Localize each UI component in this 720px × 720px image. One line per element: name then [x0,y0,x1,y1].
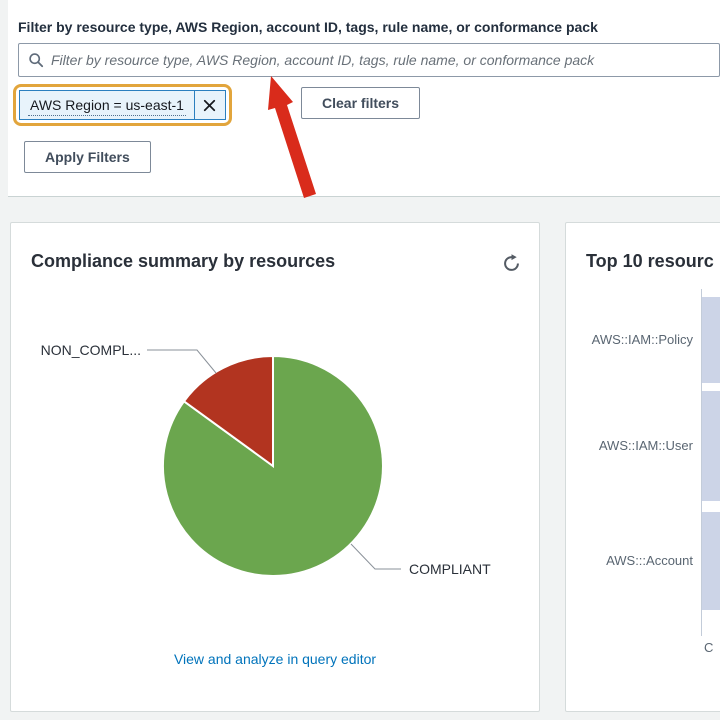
card-title: Top 10 resourc [586,251,714,271]
query-editor-link[interactable]: View and analyze in query editor [173,651,377,667]
filter-search-input[interactable] [51,52,710,68]
pie-slice-label: COMPLIANT [409,561,491,577]
refresh-button[interactable] [499,251,523,275]
refresh-icon [502,253,521,273]
pie-callout-line [350,543,401,570]
pie-callout-line [147,349,217,374]
search-icon [28,52,44,68]
category-label: AWS::IAM::User [598,438,693,453]
search-input-wrapper[interactable] [18,43,720,77]
filter-panel: Filter by resource type, AWS Region, acc… [8,0,720,197]
compliance-pie-chart: NON_COMPL... COMPLIANT [41,342,491,577]
pie-slice-non_compliant [182,354,274,468]
token-divider [193,91,195,119]
bar [702,391,720,501]
bar [702,297,720,383]
filter-token[interactable]: AWS Region = us-east-1 [19,90,226,120]
card-title: Compliance summary by resources [31,251,336,271]
compliance-summary-card: Compliance summary by resources NON_COMP… [10,222,540,712]
apply-filters-button[interactable]: Apply Filters [24,141,151,173]
clear-filters-button[interactable]: Clear filters [301,87,421,119]
bar-chart-axis [701,289,702,636]
bar-chart-axis-label: C [704,640,714,655]
bar [702,512,720,610]
annotation-highlight-ring: AWS Region = us-east-1 [13,84,232,126]
category-label: AWS::IAM::Policy [591,332,693,347]
close-icon [203,99,216,112]
category-label: AWS:::Account [606,553,693,568]
pie-slice-label: NON_COMPL... [41,342,141,358]
filter-section-label: Filter by resource type, AWS Region, acc… [18,19,598,35]
filter-token-label: AWS Region = us-east-1 [28,95,186,116]
remove-token-button[interactable] [195,91,225,119]
